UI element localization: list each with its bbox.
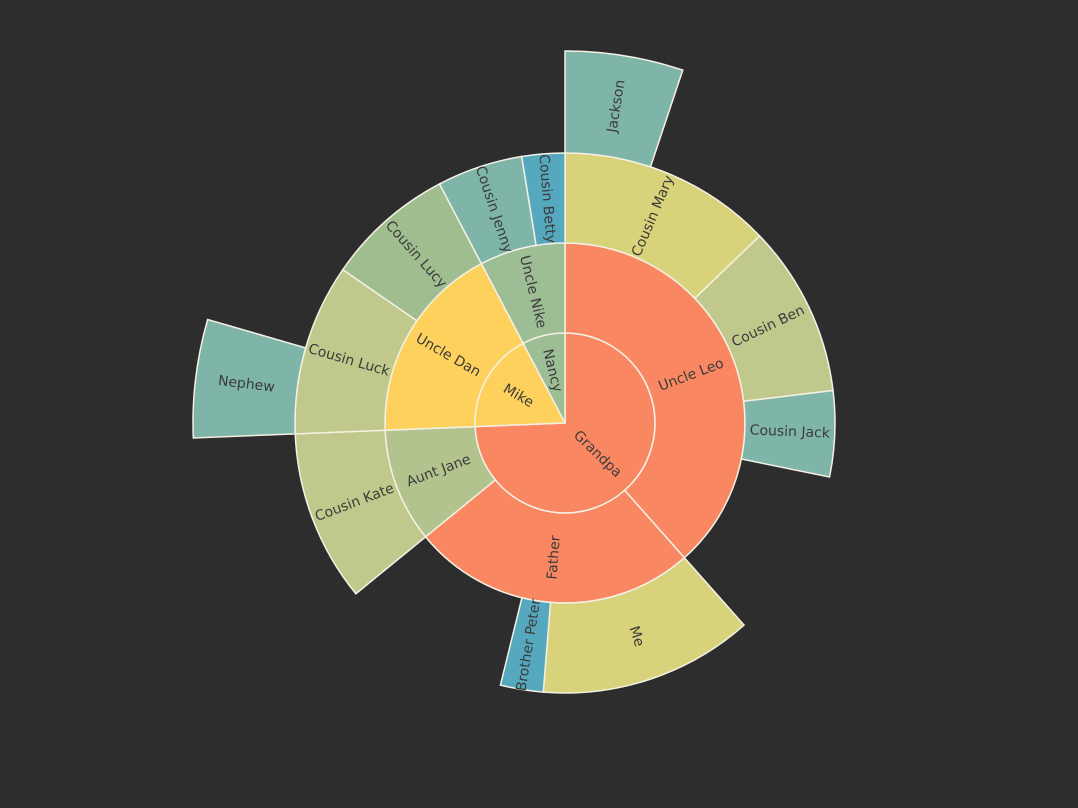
label-me: Me (625, 624, 647, 649)
label-cousin-jack: Cousin Jack (749, 422, 831, 441)
label-nephew: Nephew (217, 373, 275, 396)
sector-jackson[interactable] (564, 50, 684, 168)
sector-cousin-betty[interactable] (520, 152, 566, 247)
sector-cousin-jack[interactable] (740, 389, 836, 478)
label-cousin-betty: Cousin Betty (535, 154, 558, 244)
sector-nephew[interactable] (192, 318, 307, 439)
sector-brother-peter[interactable] (499, 596, 552, 693)
label-father: Father (544, 535, 564, 580)
